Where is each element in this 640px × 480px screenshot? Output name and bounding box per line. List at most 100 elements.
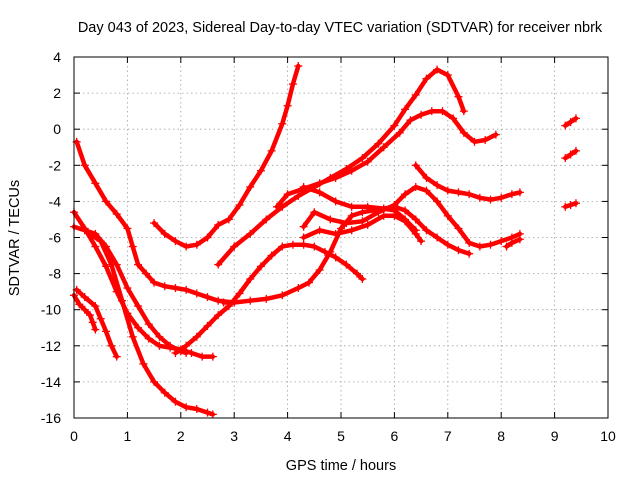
data-point	[299, 182, 308, 191]
data-point	[411, 90, 420, 99]
data-point	[102, 262, 111, 271]
data-point	[86, 311, 95, 320]
data-point	[214, 311, 223, 320]
data-point	[438, 107, 447, 116]
series-track-a	[72, 137, 239, 307]
data-point	[401, 206, 410, 215]
data-point	[497, 193, 506, 202]
data-point	[102, 242, 111, 251]
data-point	[91, 229, 100, 238]
data-point	[262, 215, 271, 224]
data-point	[160, 282, 169, 291]
data-point	[192, 404, 201, 413]
data-point	[283, 190, 292, 199]
data-point	[182, 285, 191, 294]
series-track-k	[272, 107, 500, 211]
data-point	[288, 80, 297, 89]
data-point	[465, 190, 474, 199]
y-tick-label: -12	[41, 338, 61, 354]
data-point	[443, 186, 452, 195]
series-track-c	[72, 285, 121, 361]
data-point	[390, 201, 399, 210]
data-point	[459, 128, 468, 137]
data-point	[497, 237, 506, 246]
data-point	[203, 321, 212, 330]
data-point	[342, 260, 351, 269]
data-point	[160, 229, 169, 238]
data-point	[134, 260, 143, 269]
data-point	[481, 136, 490, 145]
data-point	[214, 296, 223, 305]
x-tick-label: 5	[337, 428, 345, 444]
x-tick-label: 9	[551, 428, 559, 444]
data-point	[246, 275, 255, 284]
data-point	[299, 222, 308, 231]
data-point	[96, 314, 105, 323]
data-point	[155, 332, 164, 341]
data-point	[561, 154, 570, 163]
data-point	[390, 211, 399, 220]
data-point	[422, 186, 431, 195]
x-tick-label: 8	[497, 428, 505, 444]
data-point	[401, 105, 410, 114]
data-point	[561, 121, 570, 130]
data-point	[454, 188, 463, 197]
y-tick-label: -2	[49, 157, 62, 173]
data-point	[331, 173, 340, 182]
data-point	[88, 318, 97, 327]
data-point	[571, 199, 580, 208]
data-point	[315, 265, 324, 274]
data-point	[417, 110, 426, 119]
data-point	[118, 296, 127, 305]
data-point	[422, 226, 431, 235]
data-point	[246, 296, 255, 305]
data-point	[304, 278, 313, 287]
y-tick-label: -16	[41, 410, 61, 426]
series-track-p	[502, 235, 524, 251]
data-point	[80, 161, 89, 170]
data-point	[235, 289, 244, 298]
data-point	[299, 233, 308, 242]
data-point	[256, 262, 265, 271]
data-point	[91, 179, 100, 188]
data-point	[347, 202, 356, 211]
x-axis-label: GPS time / hours	[286, 458, 396, 474]
data-point	[406, 116, 415, 125]
data-point	[358, 217, 367, 226]
data-point	[395, 128, 404, 137]
data-point	[123, 284, 132, 293]
grid	[74, 57, 608, 418]
data-point	[171, 284, 180, 293]
data-point	[262, 294, 271, 303]
data-series	[70, 62, 580, 419]
data-point	[507, 238, 516, 247]
data-point	[358, 154, 367, 163]
x-tick-labels: 0 1 2 3 4 5 6 7 8 9 10	[70, 428, 616, 444]
data-point	[443, 240, 452, 249]
data-point	[422, 74, 431, 83]
series-track-s	[561, 199, 580, 211]
data-point	[310, 208, 319, 217]
data-point	[150, 377, 159, 386]
data-point	[160, 388, 169, 397]
data-point	[123, 224, 132, 233]
data-point	[203, 408, 212, 417]
data-point	[102, 197, 111, 206]
data-point	[75, 300, 84, 309]
data-point	[192, 289, 201, 298]
data-point	[182, 349, 191, 358]
data-point	[112, 352, 121, 361]
axis-ticks	[73, 56, 609, 419]
series-track-j	[219, 204, 420, 307]
data-point	[433, 65, 442, 74]
data-point	[363, 220, 372, 229]
series-line	[301, 184, 472, 256]
data-point	[315, 226, 324, 235]
data-point	[91, 242, 100, 251]
data-point	[192, 332, 201, 341]
data-point	[411, 182, 420, 191]
data-point	[214, 220, 223, 229]
data-point	[401, 217, 410, 226]
data-point	[142, 269, 151, 278]
series-line	[221, 206, 419, 305]
